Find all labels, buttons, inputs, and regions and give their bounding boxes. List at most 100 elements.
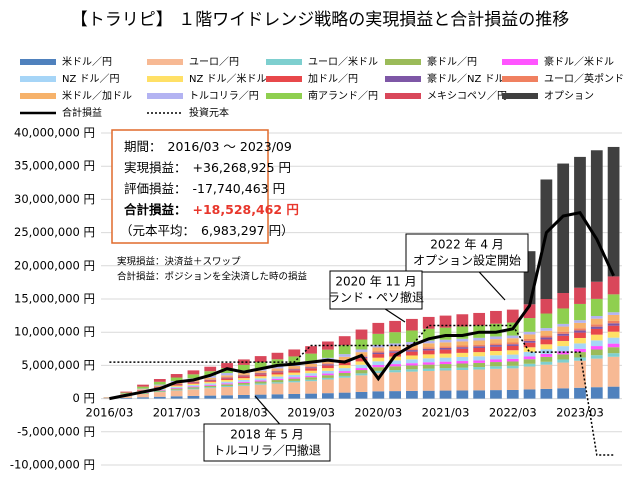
- bar-segment: [322, 364, 334, 365]
- bar-segment: [591, 282, 603, 299]
- legend-label: ユーロ／米ドル: [308, 55, 378, 68]
- bar-segment: [238, 395, 250, 399]
- bar-segment: [221, 395, 233, 398]
- bar-segment: [507, 361, 519, 365]
- bar-segment: [557, 359, 569, 362]
- bar-segment: [574, 288, 586, 304]
- bar-segment: [238, 378, 250, 380]
- bar-segment: [305, 354, 317, 361]
- bar-segment: [490, 339, 502, 343]
- bar-segment: [490, 360, 502, 363]
- bar-segment: [389, 372, 401, 391]
- bar-segment: [490, 355, 502, 359]
- bar-segment: [608, 294, 620, 312]
- bar-segment: [473, 345, 485, 347]
- bar-segment: [406, 391, 418, 399]
- bar-segment: [524, 389, 536, 398]
- bar-segment: [171, 386, 183, 387]
- bar-segment: [305, 373, 317, 375]
- legend-label: ユーロ／円: [189, 56, 239, 68]
- bar-segment: [339, 393, 351, 399]
- bar-segment: [389, 364, 401, 366]
- bar-segment: [490, 366, 502, 369]
- bar-segment: [608, 357, 620, 387]
- bar-segment: [238, 375, 250, 376]
- bar-segment: [389, 321, 401, 332]
- bar-segment: [188, 396, 200, 399]
- bar-segment: [171, 396, 183, 398]
- bar-segment: [154, 392, 166, 397]
- bar-segment: [204, 380, 216, 381]
- bar-segment: [406, 330, 418, 342]
- bar-segment: [557, 363, 569, 389]
- bar-segment: [473, 356, 485, 360]
- y-tick-label: 0 円: [73, 391, 95, 405]
- bar-segment: [473, 352, 485, 356]
- bar-segment: [255, 356, 267, 362]
- bar-segment: [591, 359, 603, 388]
- bar-segment: [372, 361, 384, 365]
- bar-segment: [137, 387, 149, 389]
- bar-segment: [288, 373, 300, 375]
- y-tick-label: 40,000,000 円: [14, 126, 95, 140]
- bar-segment: [423, 354, 435, 358]
- bar-segment: [372, 358, 384, 362]
- bar-segment: [272, 379, 284, 380]
- legend-swatch: [266, 59, 302, 65]
- bar-segment: [255, 380, 267, 381]
- bar-segment: [204, 367, 216, 371]
- bar-segment: [120, 398, 132, 399]
- bar-segment: [540, 357, 552, 362]
- legend-swatch: [385, 59, 421, 65]
- bar-segment: [188, 387, 200, 388]
- bar-segment: [423, 347, 435, 349]
- bar-segment: [540, 314, 552, 329]
- bar-segment: [507, 390, 519, 399]
- bar-segment: [456, 357, 468, 361]
- bar-segment: [591, 299, 603, 316]
- bar-segment: [524, 367, 536, 390]
- bar-segment: [473, 313, 485, 325]
- bar-segment: [608, 344, 620, 348]
- bar-segment: [557, 346, 569, 351]
- bar-segment: [406, 363, 418, 365]
- bar-segment: [574, 328, 586, 330]
- legend-swatch: [385, 93, 421, 99]
- legend-swatch: [502, 93, 538, 99]
- bar-segment: [221, 382, 233, 384]
- bar-segment: [574, 320, 586, 323]
- bar-segment: [171, 389, 183, 390]
- bar-segment: [440, 391, 452, 399]
- bar-segment: [524, 318, 536, 332]
- bar-segment: [372, 334, 384, 345]
- summary-value: 6,983,297 円）: [201, 223, 294, 238]
- bar-segment: [574, 330, 586, 332]
- summary-value: 2016/03 ～ 2023/09: [168, 139, 292, 154]
- bar-segment: [204, 379, 216, 380]
- bar-segment: [574, 357, 586, 360]
- bar-segment: [507, 338, 519, 342]
- bar-segment: [540, 336, 552, 338]
- bar-segment: [423, 343, 435, 347]
- bar-segment: [574, 388, 586, 399]
- bar-segment: [389, 366, 401, 370]
- bar-segment: [171, 390, 183, 396]
- bar-segment: [322, 393, 334, 398]
- summary-label: 期間：: [124, 139, 162, 154]
- bar-segment: [188, 382, 200, 383]
- bar-segment: [372, 391, 384, 398]
- bar-segment: [372, 367, 384, 371]
- bar-segment: [406, 359, 418, 363]
- bar-segment: [608, 332, 620, 338]
- bar-segment: [288, 369, 300, 370]
- bar-segment: [608, 326, 620, 332]
- bar-segment: [372, 354, 384, 358]
- bar-segment: [154, 397, 166, 399]
- bar-segment: [188, 389, 200, 390]
- bar-segment: [356, 373, 368, 375]
- bar-segment: [204, 380, 216, 381]
- bar-segment: [339, 365, 351, 368]
- bar-segment: [608, 323, 620, 325]
- bar-segment: [356, 340, 368, 350]
- bar-segment: [356, 375, 368, 392]
